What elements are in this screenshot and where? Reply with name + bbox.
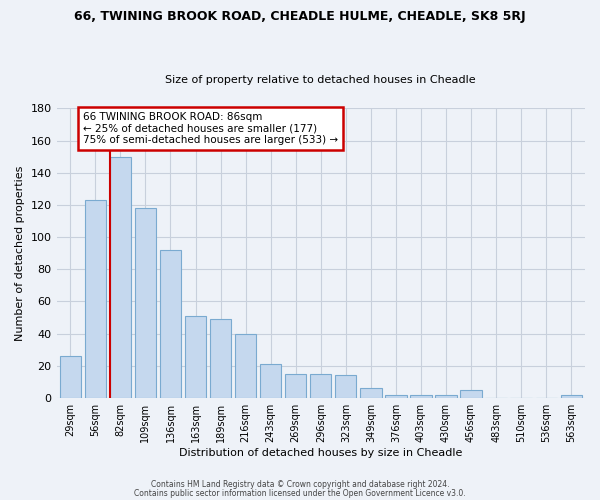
Bar [285,374,307,398]
Bar [335,376,356,398]
Bar [59,356,81,398]
Bar [85,200,106,398]
Bar [460,390,482,398]
Bar [185,316,206,398]
Bar [410,394,431,398]
Text: 66, TWINING BROOK ROAD, CHEADLE HULME, CHEADLE, SK8 5RJ: 66, TWINING BROOK ROAD, CHEADLE HULME, C… [74,10,526,23]
Bar [436,394,457,398]
Bar [360,388,382,398]
Bar [260,364,281,398]
Bar [385,394,407,398]
Bar [235,334,256,398]
Title: Size of property relative to detached houses in Cheadle: Size of property relative to detached ho… [166,76,476,86]
Y-axis label: Number of detached properties: Number of detached properties [15,166,25,341]
Bar [560,394,582,398]
Text: 66 TWINING BROOK ROAD: 86sqm
← 25% of detached houses are smaller (177)
75% of s: 66 TWINING BROOK ROAD: 86sqm ← 25% of de… [83,112,338,145]
Bar [310,374,331,398]
Bar [210,319,231,398]
Bar [160,250,181,398]
Text: Contains HM Land Registry data © Crown copyright and database right 2024.: Contains HM Land Registry data © Crown c… [151,480,449,489]
Bar [110,156,131,398]
X-axis label: Distribution of detached houses by size in Cheadle: Distribution of detached houses by size … [179,448,463,458]
Text: Contains public sector information licensed under the Open Government Licence v3: Contains public sector information licen… [134,488,466,498]
Bar [135,208,156,398]
